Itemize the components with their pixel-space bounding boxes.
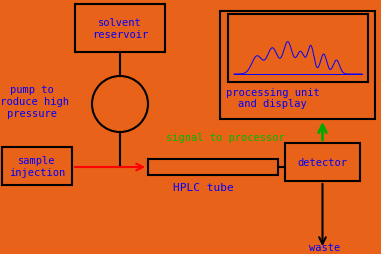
Text: pump to
produce high
pressure: pump to produce high pressure — [0, 85, 69, 118]
Text: HPLC tube: HPLC tube — [173, 182, 234, 192]
Text: waste: waste — [309, 242, 341, 252]
Bar — [148, 159, 278, 175]
Text: detector: detector — [298, 157, 347, 167]
Text: processing unit
and display: processing unit and display — [226, 87, 319, 109]
Bar — [220, 12, 375, 120]
Circle shape — [92, 77, 148, 133]
Bar — [75, 5, 165, 53]
Text: signal to processor: signal to processor — [166, 133, 284, 142]
Text: solvent
reservoir: solvent reservoir — [92, 18, 148, 40]
Bar — [285, 144, 360, 181]
Bar — [228, 15, 368, 83]
Text: sample
injection: sample injection — [9, 156, 65, 177]
Bar — [2, 147, 72, 185]
